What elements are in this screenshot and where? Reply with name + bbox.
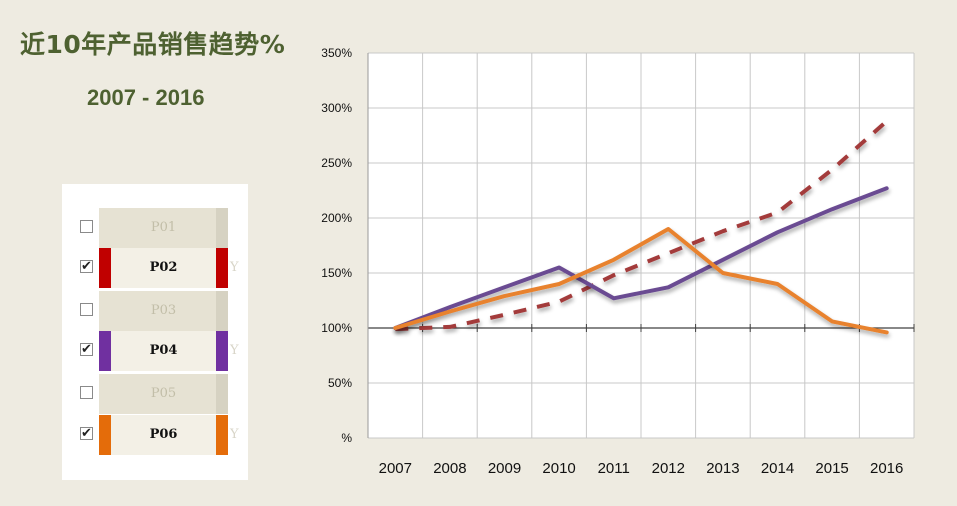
gridlines (367, 52, 915, 439)
label-p06: P06 (149, 427, 178, 442)
label-p03: P03 (150, 303, 177, 318)
checkbox-p02[interactable]: ✔ (80, 259, 93, 274)
checkbox-p05[interactable] (80, 386, 93, 399)
tile-p04[interactable]: P04 (99, 331, 228, 371)
legend-row-p01: P01 (62, 208, 248, 248)
swatch-p02 (99, 248, 111, 288)
checkbox-p06[interactable]: ✔ (80, 426, 93, 441)
legend-row-p06: ✔ P06 Y (62, 415, 248, 455)
x-tick-label: 2012 (652, 460, 685, 477)
x-tick-label: 2013 (706, 460, 739, 477)
x-tick-label: 2015 (815, 460, 848, 477)
y-tick-label: 150% (321, 266, 352, 280)
x-tick-label: 2011 (598, 460, 630, 477)
checkbox-p03[interactable] (80, 303, 93, 316)
y-tick-label: 100% (321, 321, 352, 335)
x-tick-label: 2014 (761, 460, 794, 477)
legend-row-p04: ✔ P04 Y (62, 331, 248, 371)
legend-row-p03: P03 (62, 291, 248, 331)
endbar-p06 (216, 415, 228, 455)
legend-row-p05: P05 (62, 374, 248, 414)
swatch-p06 (99, 415, 111, 455)
checkbox-p01[interactable] (80, 220, 93, 233)
x-tick-label: 2008 (433, 460, 466, 477)
series-line-p04 (393, 186, 889, 330)
y-tick-label: 300% (321, 101, 352, 115)
x-tick-label: 2009 (488, 460, 521, 477)
endbar-p04 (216, 331, 228, 371)
series-line-p02 (395, 119, 889, 332)
y-tick-label: % (341, 431, 352, 445)
tile-p03[interactable]: P03 (99, 291, 228, 331)
endbar-p02 (216, 248, 228, 288)
series-line-p06 (393, 227, 889, 335)
chart-title: 近10年产品销售趋势% (20, 30, 286, 59)
label-p04: P04 (149, 343, 178, 358)
y-tick-label: 200% (321, 211, 352, 225)
y-tick-label: 50% (328, 376, 352, 390)
tile-p06[interactable]: P06 (99, 415, 228, 455)
legend-row-p02: ✔ P02 Y (62, 248, 248, 288)
series-lines (393, 119, 889, 335)
tile-p01[interactable]: P01 (99, 208, 228, 248)
x-axis-ticks: 2007 2008 2009 2010 2011 2012 2013 2014 2015 2016 (379, 324, 915, 477)
y-mark-p04: Y (230, 343, 239, 358)
tile-p02[interactable]: P02 (99, 248, 228, 288)
label-p01: P01 (150, 220, 177, 235)
y-mark-p02: Y (230, 260, 239, 275)
y-tick-label: 350% (321, 46, 352, 60)
label-p02: P02 (149, 260, 178, 275)
y-axis-ticks: % 50% 100% 150% 200% 250% 300% 350% (321, 46, 352, 445)
y-tick-label: 250% (321, 156, 352, 170)
y-mark-p06: Y (230, 427, 239, 442)
label-p05: P05 (150, 386, 177, 401)
product-selector-panel: P01 ✔ P02 Y P03 ✔ P04 Y P05 ✔ (62, 184, 248, 480)
tile-p05[interactable]: P05 (99, 374, 228, 414)
swatch-p04 (99, 331, 111, 371)
x-tick-label: 2007 (379, 460, 412, 477)
x-tick-label: 2016 (870, 460, 903, 477)
chart-subtitle: 2007 - 2016 (87, 85, 205, 110)
x-tick-label: 2010 (542, 460, 575, 477)
checkbox-p04[interactable]: ✔ (80, 342, 93, 357)
